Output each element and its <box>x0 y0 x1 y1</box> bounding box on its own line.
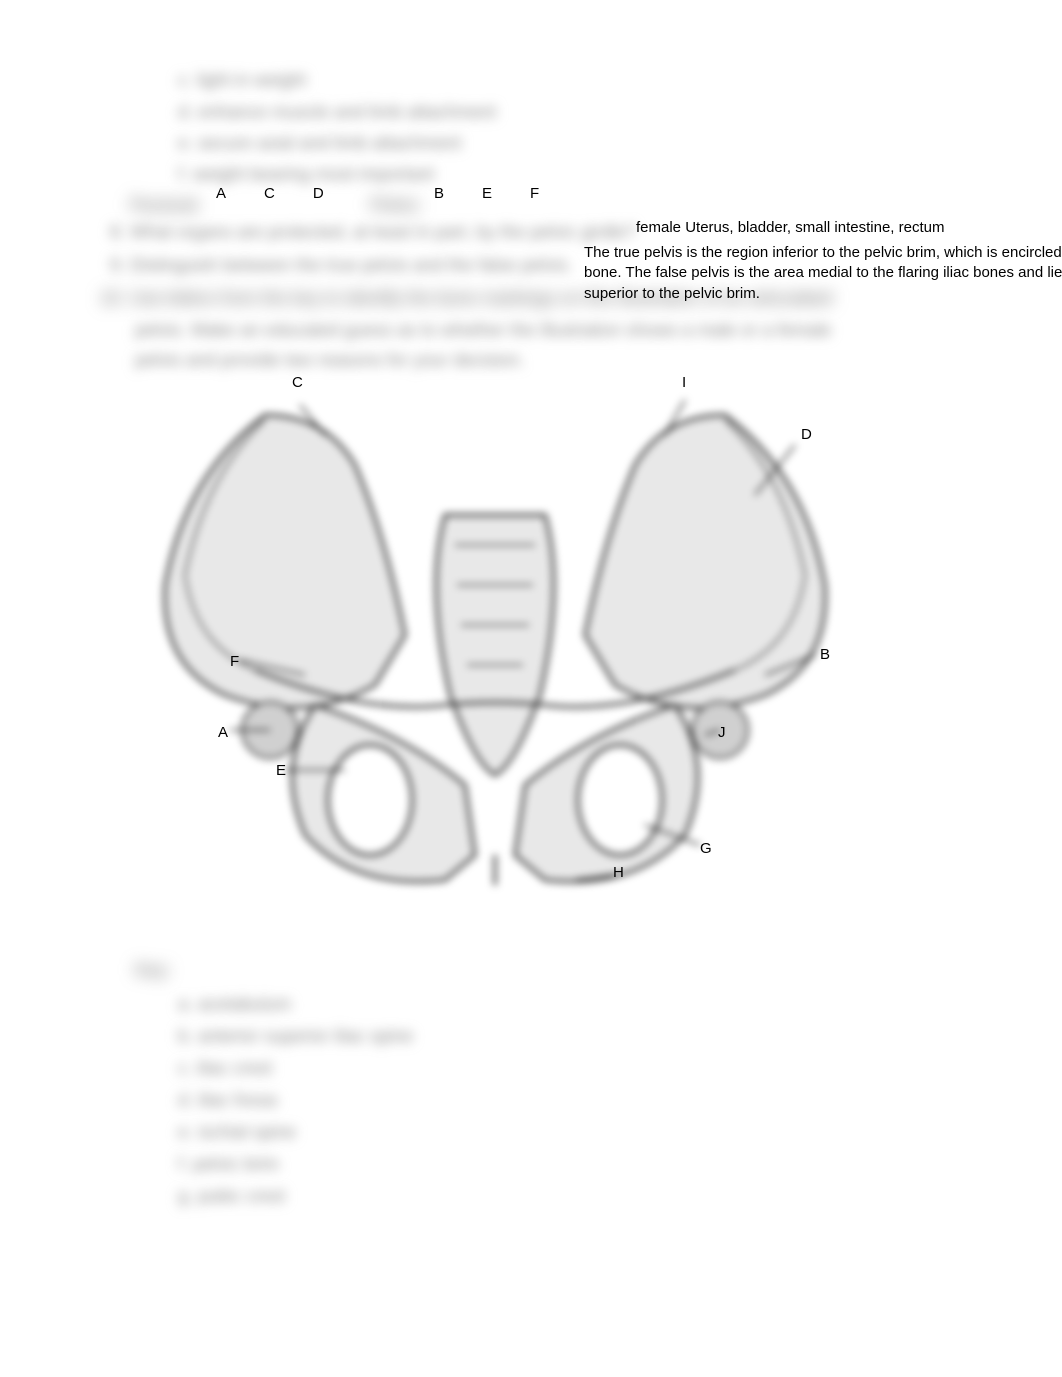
blurred-text-line: g. pubic crest <box>178 1186 285 1207</box>
blurred-text-line: c. iliac crest <box>178 1058 272 1079</box>
answer-letter: F <box>530 185 539 202</box>
diagram-label-a: A <box>218 724 228 741</box>
answer-letter: E <box>482 185 492 202</box>
blurred-text-line: pelvis. Make an educated guess as to whe… <box>135 320 831 341</box>
blurred-text-line: 9. Distinguish between the true pelvis a… <box>110 255 572 276</box>
diagram-label-e: E <box>276 762 286 779</box>
diagram-label-f: F <box>230 653 239 670</box>
blurred-text-line: d. iliac fossa <box>178 1090 277 1111</box>
answer-letter: C <box>264 185 275 202</box>
pelvis-diagram <box>145 385 845 895</box>
blurred-text-line: c. light in weight <box>178 70 306 91</box>
diagram-label-j: J <box>718 724 726 741</box>
diagram-label-b: B <box>820 646 830 663</box>
diagram-label-h: H <box>613 864 624 881</box>
diagram-label-d: D <box>801 426 812 443</box>
blurred-text-line: pelvis and provide two reasons for your … <box>135 350 524 371</box>
blurred-text-line: f. weight bearing most important <box>178 164 434 185</box>
diagram-label-c: C <box>292 374 303 391</box>
blurred-text-line: 8. What organs are protected, at least i… <box>110 222 635 243</box>
answer-letter: A <box>216 185 226 202</box>
blurred-text-line: Pectoral: <box>130 195 201 216</box>
blurred-text-line: d. enhance muscle and limb attachment <box>178 102 496 123</box>
diagram-label-g: G <box>700 840 712 857</box>
diagram-label-i: I <box>682 374 686 391</box>
blurred-text-line: b. anterior superior iliac spine <box>178 1026 413 1047</box>
answer-letter: B <box>434 185 444 202</box>
answer-q9: The true pelvis is the region inferior t… <box>584 243 1062 304</box>
blurred-text-line: f. pelvic brim <box>178 1154 279 1175</box>
blurred-text-line: e. secure axial and limb attachment <box>178 133 461 154</box>
answer-row-pelvic: B E F <box>434 185 539 202</box>
blurred-text-line: Key: <box>135 960 171 981</box>
blurred-text-line: a. acetabulum <box>178 994 291 1015</box>
blurred-text-line: e. ischial spine <box>178 1122 296 1143</box>
answer-row-pectoral: A C D <box>216 185 324 202</box>
blurred-text-line: Pelvic: <box>370 195 423 216</box>
answer-q8: female Uterus, bladder, small intestine,… <box>636 219 944 236</box>
answer-letter: D <box>313 185 324 202</box>
